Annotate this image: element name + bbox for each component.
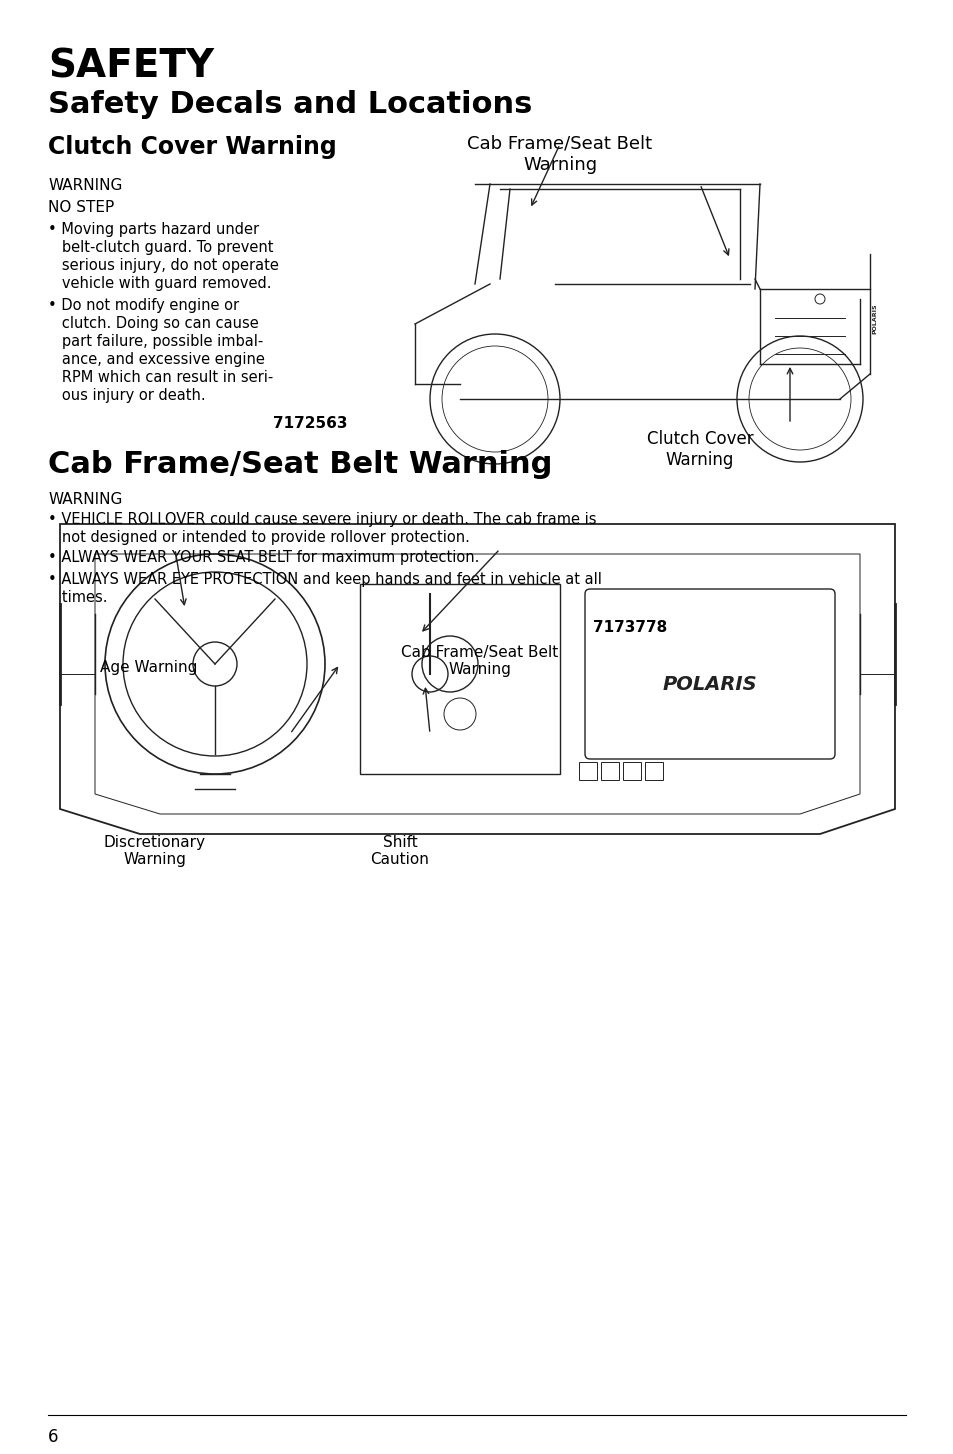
Text: SAFETY: SAFETY: [48, 48, 213, 86]
FancyBboxPatch shape: [584, 589, 834, 759]
Text: POLARIS: POLARIS: [662, 675, 757, 694]
Text: not designed or intended to provide rollover protection.: not designed or intended to provide roll…: [48, 531, 470, 545]
Text: 6: 6: [48, 1428, 58, 1445]
Text: Cab Frame/Seat Belt Warning: Cab Frame/Seat Belt Warning: [48, 449, 552, 478]
Text: Cab Frame/Seat Belt
Warning: Cab Frame/Seat Belt Warning: [401, 646, 558, 678]
FancyBboxPatch shape: [644, 762, 662, 779]
Text: Clutch Cover
Warning: Clutch Cover Warning: [646, 430, 753, 468]
Text: Safety Decals and Locations: Safety Decals and Locations: [48, 90, 532, 119]
Text: times.: times.: [48, 590, 108, 605]
Text: ance, and excessive engine: ance, and excessive engine: [48, 352, 265, 366]
Text: 7173778: 7173778: [592, 619, 666, 635]
FancyBboxPatch shape: [390, 140, 919, 430]
FancyBboxPatch shape: [578, 762, 597, 779]
Text: clutch. Doing so can cause: clutch. Doing so can cause: [48, 316, 258, 332]
Text: • ALWAYS WEAR YOUR SEAT BELT for maximum protection.: • ALWAYS WEAR YOUR SEAT BELT for maximum…: [48, 550, 478, 566]
Text: • ALWAYS WEAR EYE PROTECTION and keep hands and feet in vehicle at all: • ALWAYS WEAR EYE PROTECTION and keep ha…: [48, 571, 601, 587]
Text: WARNING: WARNING: [48, 491, 122, 507]
Text: • VEHICLE ROLLOVER could cause severe injury or death. The cab frame is: • VEHICLE ROLLOVER could cause severe in…: [48, 512, 596, 526]
Text: part failure, possible imbal-: part failure, possible imbal-: [48, 334, 263, 349]
Text: • Moving parts hazard under: • Moving parts hazard under: [48, 222, 259, 237]
Text: serious injury, do not operate: serious injury, do not operate: [48, 257, 278, 273]
Text: vehicle with guard removed.: vehicle with guard removed.: [48, 276, 272, 291]
Text: Clutch Cover Warning: Clutch Cover Warning: [48, 135, 336, 158]
Text: Discretionary
Warning: Discretionary Warning: [104, 835, 206, 868]
Text: POLARIS: POLARIS: [872, 304, 877, 334]
Text: NO STEP: NO STEP: [48, 201, 114, 215]
Text: 7172563: 7172563: [273, 416, 347, 430]
Text: ous injury or death.: ous injury or death.: [48, 388, 206, 403]
Text: • Do not modify engine or: • Do not modify engine or: [48, 298, 239, 313]
Text: RPM which can result in seri-: RPM which can result in seri-: [48, 369, 273, 385]
Text: Cab Frame/Seat Belt
Warning: Cab Frame/Seat Belt Warning: [467, 135, 652, 174]
Text: belt-clutch guard. To prevent: belt-clutch guard. To prevent: [48, 240, 274, 254]
FancyBboxPatch shape: [600, 762, 618, 779]
FancyBboxPatch shape: [622, 762, 640, 779]
Text: Shift
Caution: Shift Caution: [370, 835, 429, 868]
Text: Age Warning: Age Warning: [100, 660, 197, 675]
Text: WARNING: WARNING: [48, 177, 122, 193]
